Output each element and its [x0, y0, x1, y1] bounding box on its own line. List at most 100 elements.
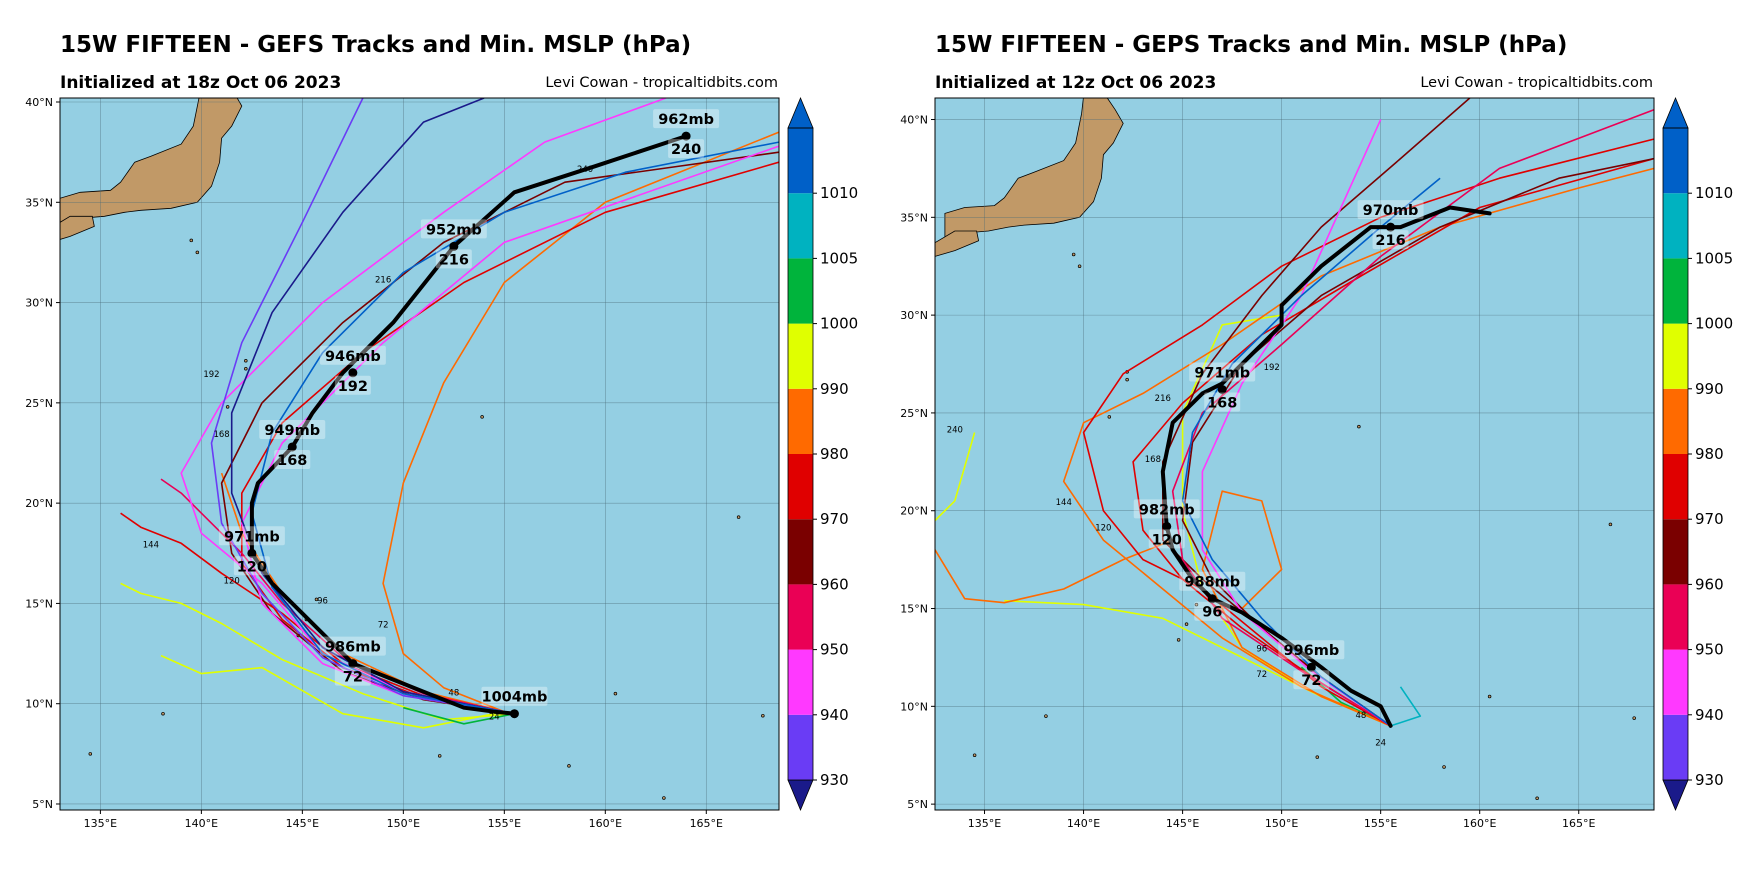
member-track	[1390, 686, 1422, 727]
mean-track-point	[1386, 222, 1396, 232]
hour-label: 240	[671, 142, 701, 158]
y-tick-label: 10°N	[900, 700, 928, 713]
member-track	[241, 145, 779, 713]
land-island	[1071, 252, 1076, 257]
colorbar-tick-label: 940	[1695, 706, 1724, 724]
colorbar-segment	[788, 128, 813, 194]
hour-label: 120	[1152, 532, 1182, 548]
hour-label: 72	[1256, 670, 1267, 680]
geps-panel: 15W FIFTEEN - GEPS Tracks and Min. MSLP …	[875, 0, 1745, 873]
y-tick-label: 40°N	[25, 96, 53, 109]
hour-label: 72	[1301, 673, 1321, 689]
hour-label: 72	[378, 620, 389, 630]
colorbar-low-extend	[787, 779, 814, 812]
y-tick-label: 5°N	[907, 798, 928, 811]
land-island	[972, 753, 977, 757]
mean-track-point	[509, 709, 519, 719]
colorbar-tick-label: 960	[1695, 575, 1724, 593]
land-island	[1632, 716, 1636, 720]
y-tick-label: 35°N	[25, 196, 53, 209]
land-island	[1608, 522, 1613, 527]
colorbar-tick-label: 1005	[1695, 249, 1733, 267]
land-island	[1107, 415, 1112, 419]
y-tick-label: 30°N	[25, 297, 53, 310]
colorbar-segment	[788, 193, 813, 259]
mean-track-point	[287, 442, 297, 452]
colorbar-segment	[1663, 193, 1688, 259]
land-island	[662, 796, 666, 800]
x-tick-label: 135°E	[84, 817, 117, 830]
mean-track-point	[681, 131, 691, 141]
gefs-map-chart: 24 48 72 96 120 144 168 192 216 240 1004mb 986mb 72 9…	[25, 96, 858, 830]
colorbar-segment	[788, 258, 813, 324]
land-island	[1044, 714, 1048, 718]
x-tick-label: 150°E	[1265, 817, 1298, 830]
member-track	[210, 98, 505, 713]
x-tick-label: 155°E	[1364, 817, 1397, 830]
mean-track-point	[1207, 594, 1217, 604]
annotation-box	[319, 345, 386, 365]
hour-label: 96	[1256, 645, 1267, 655]
colorbar-segment	[788, 714, 813, 780]
land-island	[1125, 377, 1129, 382]
plot-area: 24 48 72 96 120 144 168 192 216 240 1004mb 986mb 72 9…	[60, 98, 779, 810]
land-island	[1176, 638, 1181, 642]
annotation-box	[1293, 670, 1330, 690]
hour-label: 192	[1264, 363, 1280, 373]
member-track	[120, 512, 505, 713]
hour-label: 144	[1056, 498, 1072, 508]
member-track	[220, 151, 779, 713]
annotation-box	[1372, 230, 1409, 250]
land-island	[1315, 755, 1320, 759]
land-japan	[60, 215, 95, 240]
x-tick-label: 150°E	[387, 817, 420, 830]
colorbar-tick-label: 930	[1695, 771, 1724, 789]
chart-subtitle: Initialized at 18z Oct 06 2023	[60, 73, 342, 93]
land-island	[1487, 694, 1492, 699]
colorbar-tick-label: 960	[820, 575, 849, 593]
chart-title: 15W FIFTEEN - GEPS Tracks and Min. MSLP …	[935, 32, 1568, 58]
colorbar-tick-label: 980	[820, 445, 849, 463]
land-japan	[60, 98, 243, 227]
y-tick-label: 25°N	[25, 397, 53, 410]
colorbar-segment	[1663, 128, 1688, 194]
annotation-box	[1148, 529, 1185, 549]
pressure-label: 952mb	[426, 222, 482, 238]
land-island	[1442, 765, 1446, 769]
x-tick-label: 135°E	[968, 817, 1001, 830]
hour-label: 96	[317, 596, 328, 606]
annotation-box	[435, 249, 472, 269]
land-island	[437, 754, 442, 758]
x-tick-label: 140°E	[185, 817, 218, 830]
mean-track-point	[348, 368, 358, 378]
colorbar-segment	[1663, 649, 1688, 715]
land-island	[613, 691, 618, 696]
colorbar-tick-label: 950	[1695, 641, 1724, 659]
annotation-box	[334, 375, 371, 395]
chart-credit: Levi Cowan - tropicaltidbits.com	[545, 75, 778, 91]
colorbar-tick-label: 970	[1695, 510, 1724, 528]
colorbar-high-extend	[1662, 96, 1689, 129]
pressure-label: 962mb	[658, 112, 714, 128]
hour-label: 120	[237, 559, 267, 575]
hour-label: 120	[224, 576, 240, 586]
annotation-box	[1357, 200, 1424, 220]
mean-track-point	[1306, 662, 1316, 672]
land-japan	[1084, 14, 1193, 90]
land-island	[314, 597, 319, 602]
x-tick-label: 165°E	[690, 817, 723, 830]
pressure-label: 986mb	[325, 640, 381, 656]
mean-track-point	[1162, 521, 1172, 531]
x-tick-label: 160°E	[1463, 817, 1496, 830]
pressure-label: 1004mb	[481, 690, 547, 706]
chart-subtitle: Initialized at 12z Oct 06 2023	[935, 73, 1217, 93]
land-island	[189, 238, 194, 243]
mean-track	[1160, 205, 1492, 728]
colorbar-tick-label: 1000	[820, 315, 858, 333]
member-track	[1201, 119, 1392, 727]
y-tick-label: 5°N	[32, 798, 53, 811]
member-track	[1132, 157, 1654, 727]
y-tick-label: 10°N	[25, 698, 53, 711]
land-island	[567, 764, 571, 768]
plot-area: 24 48 72 96 120 144 168 192 216 240 996mb 72 988mb 96…	[935, 14, 1654, 810]
